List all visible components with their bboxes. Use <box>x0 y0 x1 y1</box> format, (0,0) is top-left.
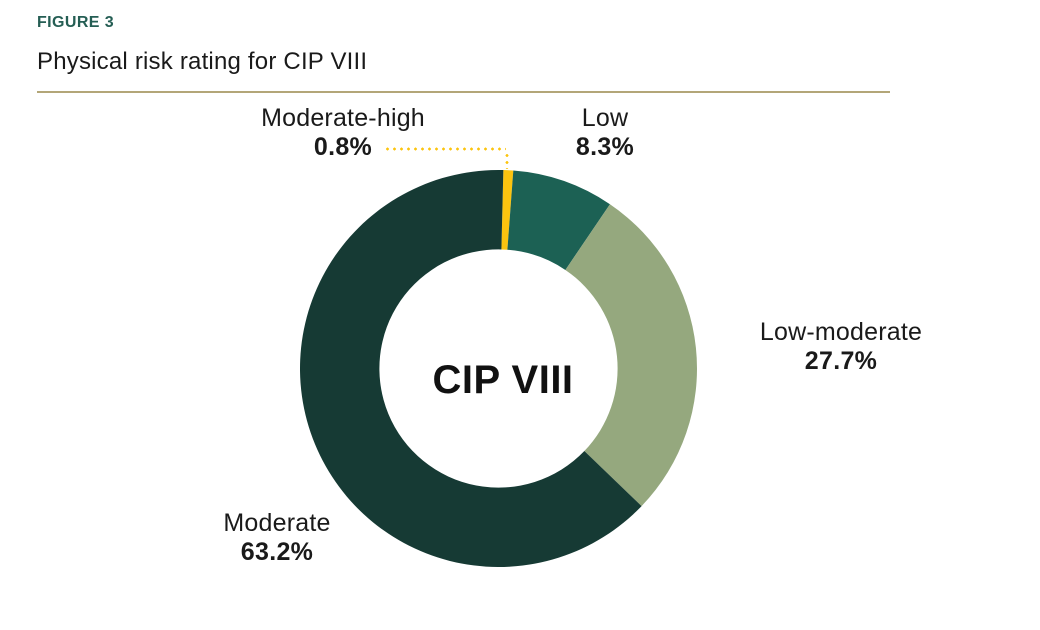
leader-line-vertical <box>505 152 509 169</box>
callout-moderate: Moderate 63.2% <box>167 509 387 567</box>
slice-value: 8.3% <box>575 133 635 161</box>
donut-chart <box>300 170 697 567</box>
slice-value: 0.8% <box>313 133 373 161</box>
leader-line-horizontal <box>384 147 506 151</box>
callout-low: Low 8.3% <box>545 104 665 162</box>
slice-label: Low-moderate <box>759 318 923 346</box>
slice-label: Moderate-high <box>261 104 425 132</box>
slice-label: Moderate <box>223 509 331 537</box>
page-title: Physical risk rating for CIP VIII <box>37 48 368 75</box>
title-rule <box>37 91 890 93</box>
slice-value: 27.7% <box>804 347 878 375</box>
slice-low <box>507 170 610 270</box>
slice-label: Low <box>581 104 629 132</box>
figure-label: FIGURE 3 <box>37 14 114 31</box>
callout-moderate-high: Moderate-high 0.8% <box>238 104 448 162</box>
callout-low-moderate: Low-moderate 27.7% <box>721 318 961 376</box>
chart-center-label: CIP VIII <box>432 358 574 402</box>
slice-moderate <box>300 170 642 567</box>
slice-low-moderate <box>565 204 697 507</box>
slice-moderate-high <box>501 170 514 250</box>
slice-value: 63.2% <box>240 538 314 566</box>
